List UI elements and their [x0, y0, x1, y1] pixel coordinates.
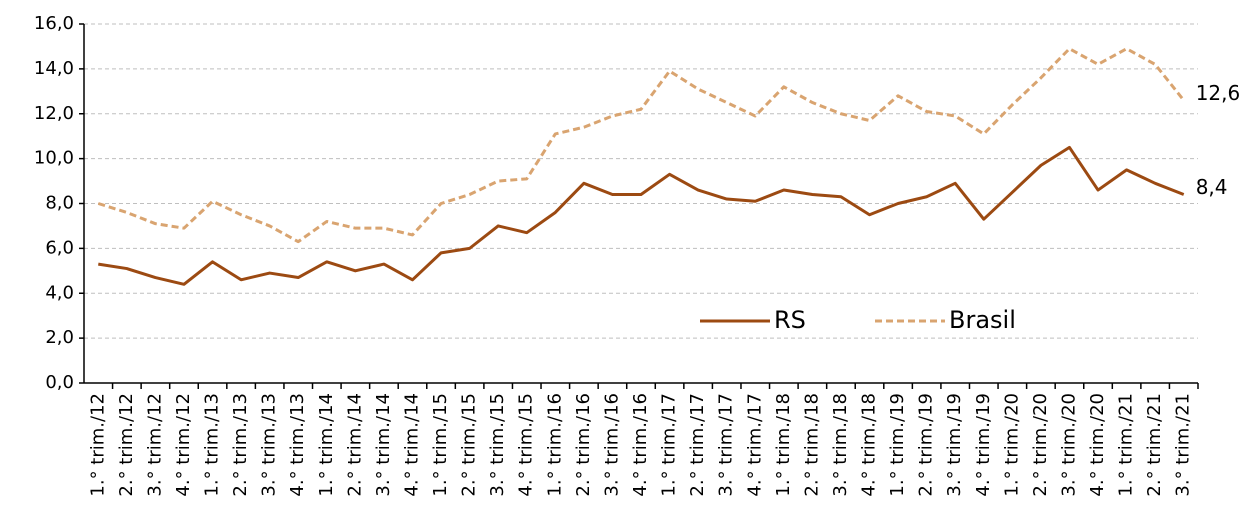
x-tick-label: 3.° trim./15: [487, 393, 508, 497]
y-tick-label: 14,0: [34, 58, 74, 79]
x-tick-label: 4.° trim./13: [287, 393, 308, 497]
x-tick-label: 4.° trim./16: [630, 393, 651, 497]
x-tick-label: 3.° trim./19: [944, 393, 965, 497]
x-tick-label: 1.° trim./13: [202, 393, 223, 497]
x-tick-label: 2.° trim./17: [687, 393, 708, 497]
y-tick-label: 10,0: [34, 148, 74, 169]
x-tick-label: 1.° trim./21: [1116, 393, 1137, 497]
y-tick-label: 0,0: [45, 372, 74, 393]
x-tick-label: 1.° trim./18: [773, 393, 794, 497]
x-tick-label: 3.° trim./21: [1173, 393, 1194, 497]
x-tick-label: 1.° trim./20: [1001, 393, 1022, 497]
y-tick-label: 12,0: [34, 103, 74, 124]
x-tick-label: 1.° trim./19: [887, 393, 908, 497]
x-tick-label: 2.° trim./20: [1030, 393, 1051, 497]
x-tick-label: 4.° trim./17: [744, 393, 765, 497]
x-tick-label: 3.° trim./14: [373, 393, 394, 497]
x-tick-label: 4.° trim./15: [516, 393, 537, 497]
x-tick-label: 1.° trim./17: [659, 393, 680, 497]
x-tick-label: 3.° trim./12: [144, 393, 165, 497]
x-tick-label: 3.° trim./17: [716, 393, 737, 497]
y-tick-label: 2,0: [45, 327, 74, 348]
x-tick-label: 2.° trim./21: [1144, 393, 1165, 497]
y-tick-label: 6,0: [45, 237, 74, 258]
data-label: 12,6: [1196, 81, 1241, 105]
series-line: [97, 47, 1185, 244]
x-tick-label: 2.° trim./15: [459, 393, 480, 497]
x-tick-label: 3.° trim./18: [830, 393, 851, 497]
x-tick-label: 2.° trim./14: [344, 393, 365, 497]
data-label: 8,4: [1196, 175, 1228, 199]
legend-label: RS: [774, 306, 806, 334]
x-tick-label: 1.° trim./16: [544, 393, 565, 497]
series-line: [98, 145, 1185, 286]
y-tick-label: 4,0: [45, 282, 74, 303]
x-tick-label: 3.° trim./16: [601, 393, 622, 497]
legend-label: Brasil: [949, 306, 1016, 334]
x-tick-label: 2.° trim./18: [801, 393, 822, 497]
x-tick-label: 1.° trim./14: [316, 393, 337, 497]
x-tick-label: 4.° trim./18: [859, 393, 880, 497]
y-tick-label: 8,0: [45, 193, 74, 214]
x-tick-label: 4.° trim./12: [173, 393, 194, 497]
x-tick-label: 2.° trim./16: [573, 393, 594, 497]
x-tick-label: 3.° trim./13: [259, 393, 280, 497]
x-tick-label: 1.° trim./15: [430, 393, 451, 497]
x-tick-label: 2.° trim./19: [916, 393, 937, 497]
x-tick-label: 4.° trim./19: [973, 393, 994, 497]
y-tick-label: 16,0: [34, 13, 74, 34]
x-tick-label: 2.° trim./13: [230, 393, 251, 497]
x-tick-label: 2.° trim./12: [116, 393, 137, 497]
x-tick-label: 4.° trim./20: [1087, 393, 1108, 497]
x-tick-label: 4.° trim./14: [401, 393, 422, 497]
x-tick-label: 3.° trim./20: [1058, 393, 1079, 497]
x-tick-label: 1.° trim./12: [87, 393, 108, 497]
